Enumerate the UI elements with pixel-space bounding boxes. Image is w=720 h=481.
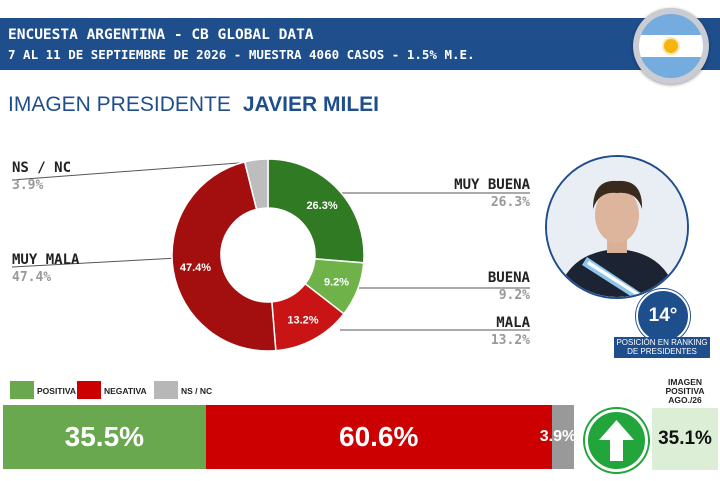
label-muy-buena: MUY BUENA 26.3%	[454, 177, 530, 210]
arrow-up-icon	[585, 409, 648, 472]
label-mala-name: MALA	[496, 315, 530, 331]
label-buena-name: BUENA	[487, 270, 530, 286]
slice-muy-mala	[171, 160, 277, 352]
president-photo	[545, 155, 689, 299]
legend-negativa-label: NEGATIVA	[104, 386, 147, 396]
title-prefix: IMAGEN PRESIDENTE	[8, 93, 231, 116]
bar-negativa-label: 60.6%	[339, 421, 419, 452]
leader-line-ns-nc	[11, 161, 253, 181]
positive-image-value: 35.1%	[652, 408, 718, 470]
legend-positiva-label: POSITIVA	[37, 386, 77, 396]
positive-image-header: IMAGEN POSITIVA AGO./26	[665, 377, 705, 405]
donut-chart: 26.3% 9.2% 13.2% 47.4%	[11, 158, 530, 352]
label-muy-buena-name: MUY BUENA	[454, 177, 530, 193]
label-muy-mala: MUY MALA 47.4%	[12, 252, 79, 285]
page-title: IMAGEN PRESIDENTE JAVIER MILEI	[8, 93, 379, 117]
bar-negativa: 60.6%	[205, 405, 552, 469]
label-muy-mala-pct: 47.4%	[12, 270, 52, 285]
pct-muy-buena: 26.3%	[306, 200, 337, 212]
slice-muy-buena	[267, 158, 365, 264]
bar-positiva-label: 35.5%	[64, 421, 145, 452]
title-name: JAVIER MILEI	[242, 93, 380, 116]
ranking-badge: 14°	[636, 289, 690, 343]
label-buena: BUENA 9.2%	[488, 270, 530, 303]
label-mala: MALA 13.2%	[491, 315, 530, 348]
slice-ns-nc	[243, 158, 269, 211]
bar-ns-nc-label: 3.9%	[539, 428, 577, 445]
legend-ns-nc-label: NS / NC	[181, 386, 213, 396]
header-bar: ENCUESTA ARGENTINA - CB GLOBAL DATA 7 AL…	[0, 18, 720, 70]
label-mala-pct: 13.2%	[490, 333, 530, 348]
label-muy-mala-name: MUY MALA	[12, 252, 80, 268]
label-ns-nc: NS / NC 3.9%	[12, 160, 71, 193]
legend-ns-nc-swatch	[154, 381, 178, 399]
leader-line-muy-mala	[11, 257, 179, 268]
legend-positiva-swatch	[10, 381, 34, 399]
legend-negativa-swatch	[77, 381, 101, 399]
pct-muy-mala: 47.4%	[180, 262, 211, 274]
bar-positiva: 35.5%	[3, 405, 206, 469]
pct-buena: 9.2%	[324, 277, 349, 289]
bar-ns-nc: 3.9%	[540, 405, 576, 469]
label-ns-nc-name: NS / NC	[12, 160, 72, 176]
survey-title: ENCUESTA ARGENTINA - CB GLOBAL DATA	[8, 27, 314, 43]
survey-details: 7 AL 11 DE SEPTIEMBRE DE 2026 - MUESTRA …	[8, 47, 475, 62]
label-muy-buena-pct: 26.3%	[490, 195, 530, 210]
argentina-flag-icon	[633, 8, 709, 84]
ranking-caption: POSICIÓN EN RANKING DE PRESIDENTES	[614, 337, 710, 358]
label-ns-nc-pct: 3.9%	[12, 178, 44, 193]
pct-mala: 13.2%	[287, 315, 318, 327]
label-buena-pct: 9.2%	[498, 288, 530, 303]
